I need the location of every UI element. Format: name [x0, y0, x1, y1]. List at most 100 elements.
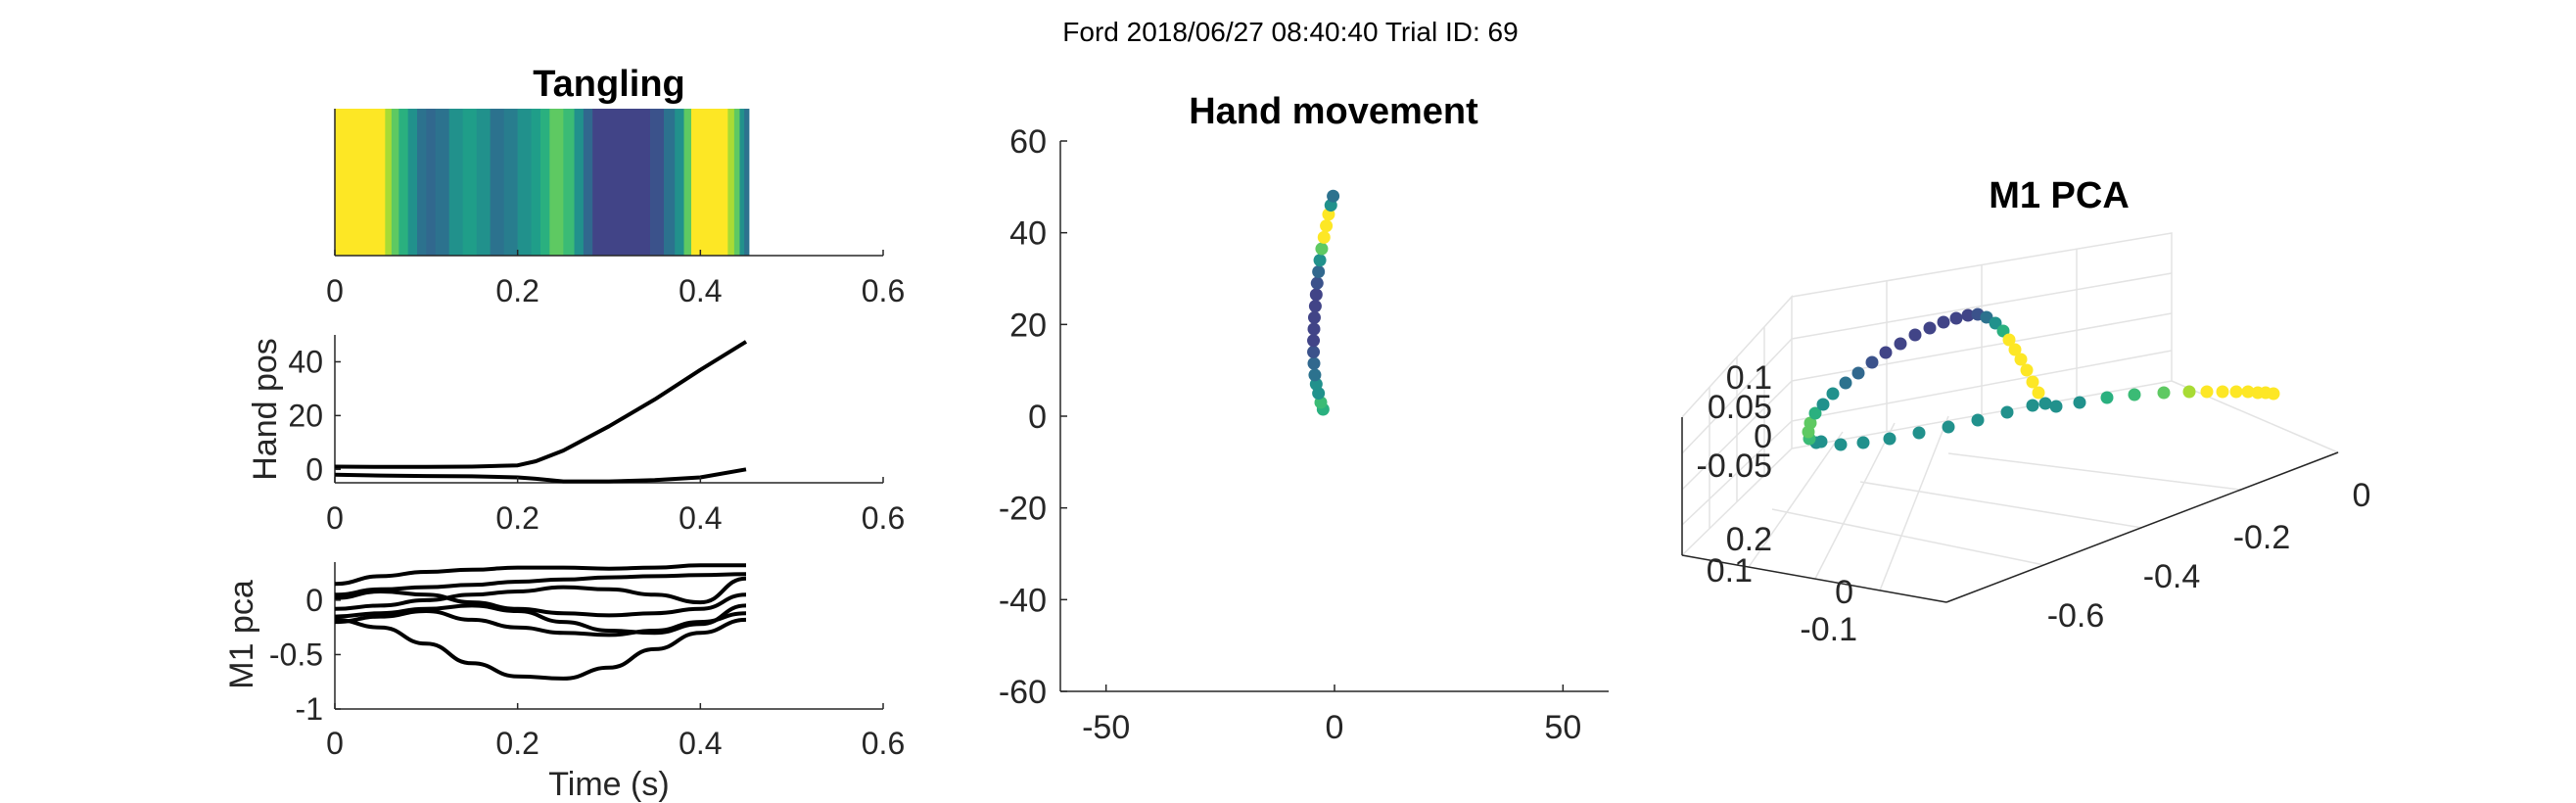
m1pca-line — [334, 576, 747, 611]
pca3d-ztick-label: 0 — [1754, 418, 1772, 455]
hand-ytick-label: -40 — [999, 582, 1047, 619]
pca3d-point — [1865, 355, 1879, 369]
pca3d-ytick-label: -0.1 — [1800, 611, 1857, 648]
pca3d-ytick-label: 0 — [1835, 574, 1853, 611]
tangling-xtick-label: 0.6 — [862, 273, 905, 308]
tangling-bin — [398, 109, 409, 256]
hand-ytick-label: 0 — [1028, 399, 1047, 436]
tangling-bin — [391, 109, 399, 256]
pca3d-box — [1681, 417, 2339, 603]
m1pca-line — [334, 603, 747, 636]
pca3d-point — [2008, 343, 2022, 356]
hand-title: Hand movement — [1189, 91, 1478, 132]
pca3d-point — [1879, 346, 1893, 359]
m1pca-ytick-label: -0.5 — [269, 637, 323, 672]
tangling-bin — [733, 109, 741, 256]
handpos-xtick-label: 0.6 — [862, 500, 905, 536]
tangling-x-ticks: 0 0.2 0.4 0.6 — [326, 250, 905, 308]
handpos-ytick-label: 40 — [288, 344, 323, 379]
pca3d-ytick-label: 0.2 — [1726, 521, 1772, 558]
pca3d-points — [1802, 307, 2280, 451]
pca3d-point — [1961, 308, 1975, 322]
m1pca-xtick-label: 0.2 — [495, 726, 539, 761]
tangling-bin — [531, 109, 541, 256]
pca3d-point — [2100, 391, 2114, 404]
m1pca-xtick-label: 0 — [326, 726, 344, 761]
pca3d-ytick-label: 0.1 — [1707, 552, 1753, 590]
pca3d-point — [1908, 328, 1922, 342]
m1pca-line — [334, 563, 746, 587]
tangling-heatmap — [335, 109, 750, 256]
pca3d-point — [2000, 405, 2014, 419]
hand-xtick-label: -50 — [1082, 709, 1130, 746]
tangling-bin — [385, 109, 393, 256]
hand-point — [1315, 242, 1329, 256]
m1pca-series — [334, 563, 747, 681]
tangling-bin — [574, 109, 585, 256]
hand-point — [1307, 356, 1321, 370]
m1pca-ytick-label: 0 — [305, 583, 323, 618]
pca3d-title: M1 PCA — [1989, 175, 2130, 216]
handpos-xtick-label: 0 — [326, 500, 344, 536]
tangling-bin — [675, 109, 685, 256]
pca3d-point — [2026, 375, 2039, 389]
handpos-panel: 0 20 40 0 0.2 0.4 0.6 Hand pos — [247, 335, 905, 536]
pca3d-point — [1989, 316, 2002, 330]
handpos-line — [334, 340, 748, 469]
pca3d-point — [1839, 376, 1852, 390]
tangling-bin — [476, 109, 492, 256]
handpos-line — [334, 467, 747, 484]
tangling-panel: Tangling 0 0.2 0.4 0.6 — [326, 64, 905, 308]
pca3d-point — [2002, 333, 2016, 347]
pca3d-ztick-label: 0.05 — [1708, 389, 1772, 426]
handpos-xtick-label: 0.4 — [679, 500, 722, 536]
tangling-bin — [650, 109, 665, 256]
hand-panel: Hand movement 60 40 20 0 -20 -40 -60 -50 0 50 — [999, 91, 1609, 746]
hand-point — [1307, 322, 1321, 336]
hand-point — [1308, 300, 1322, 313]
hand-point — [1327, 189, 1340, 203]
pca3d-point — [1851, 366, 1865, 380]
pca3d-point — [1816, 398, 1830, 411]
pca3d-point — [1912, 426, 1926, 440]
tangling-bin — [592, 109, 651, 256]
tangling-title: Tangling — [533, 64, 685, 105]
hand-point — [1310, 276, 1324, 290]
pca3d-point — [2014, 353, 2028, 366]
m1pca-line — [334, 572, 747, 597]
tangling-bin — [517, 109, 533, 256]
tangling-bin — [462, 109, 478, 256]
tangling-bin — [540, 109, 550, 256]
pca3d-point — [1808, 406, 1822, 420]
hand-ytick-label: 60 — [1009, 123, 1047, 161]
tangling-xtick-label: 0 — [326, 273, 344, 308]
handpos-ylabel: Hand pos — [247, 338, 284, 481]
hand-point — [1312, 264, 1326, 278]
hand-ytick-label: -20 — [999, 491, 1047, 528]
tangling-bin — [407, 109, 418, 256]
pca3d-point — [2216, 385, 2229, 399]
pca3d-point — [1803, 416, 1817, 430]
tangling-bin — [426, 109, 437, 256]
pca3d-point — [1826, 387, 1840, 401]
pca3d-point — [1971, 413, 1985, 427]
pca3d-point — [1937, 315, 1950, 329]
handpos-series — [334, 340, 748, 484]
handpos-xtick-label: 0.2 — [495, 500, 539, 536]
tangling-bin — [583, 109, 593, 256]
hand-point — [1307, 310, 1321, 324]
tangling-bin — [417, 109, 427, 256]
tangling-bin — [744, 109, 750, 256]
hand-xtick-label: 50 — [1544, 709, 1581, 746]
m1pca-xlabel: Time (s) — [548, 766, 669, 803]
hand-ticks: 60 40 20 0 -20 -40 -60 -50 0 50 — [999, 123, 1581, 746]
hand-point — [1307, 334, 1321, 348]
tangling-bin — [448, 109, 464, 256]
handpos-ticks: 0 20 40 0 0.2 0.4 0.6 — [288, 344, 905, 536]
handpos-ytick-label: 0 — [305, 451, 323, 487]
pca3d-point — [2032, 386, 2045, 400]
handpos-ytick-label: 20 — [288, 398, 323, 433]
tangling-xtick-label: 0.2 — [495, 273, 539, 308]
pca3d-point — [2026, 399, 2039, 412]
